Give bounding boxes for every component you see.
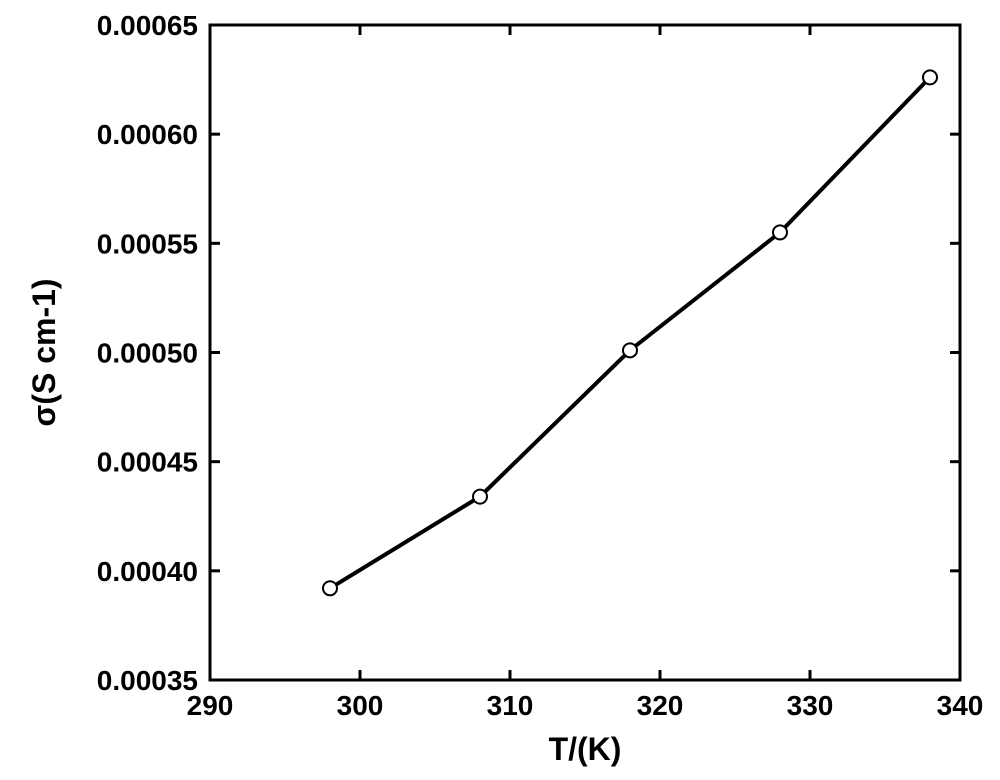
- y-tick-label: 0.00035: [97, 665, 198, 696]
- y-tick-label: 0.00050: [97, 338, 198, 369]
- data-marker: [923, 70, 937, 84]
- chart-container: 2903003103203303400.000350.000400.000450…: [0, 0, 1000, 780]
- x-tick-label: 310: [487, 690, 534, 721]
- x-tick-label: 320: [637, 690, 684, 721]
- y-tick-label: 0.00040: [97, 556, 198, 587]
- y-tick-label: 0.00065: [97, 10, 198, 41]
- x-tick-label: 340: [937, 690, 984, 721]
- x-tick-label: 330: [787, 690, 834, 721]
- data-marker: [323, 581, 337, 595]
- series-line: [330, 77, 930, 588]
- data-marker: [773, 225, 787, 239]
- y-tick-label: 0.00045: [97, 447, 198, 478]
- conductivity-chart: 2903003103203303400.000350.000400.000450…: [0, 0, 1000, 780]
- y-tick-label: 0.00055: [97, 228, 198, 259]
- y-axis-title: σ(S cm-1): [26, 278, 62, 426]
- y-tick-label: 0.00060: [97, 119, 198, 150]
- data-marker: [473, 490, 487, 504]
- data-marker: [623, 343, 637, 357]
- plot-border: [210, 25, 960, 680]
- x-axis-title: T/(K): [549, 731, 622, 767]
- x-tick-label: 300: [337, 690, 384, 721]
